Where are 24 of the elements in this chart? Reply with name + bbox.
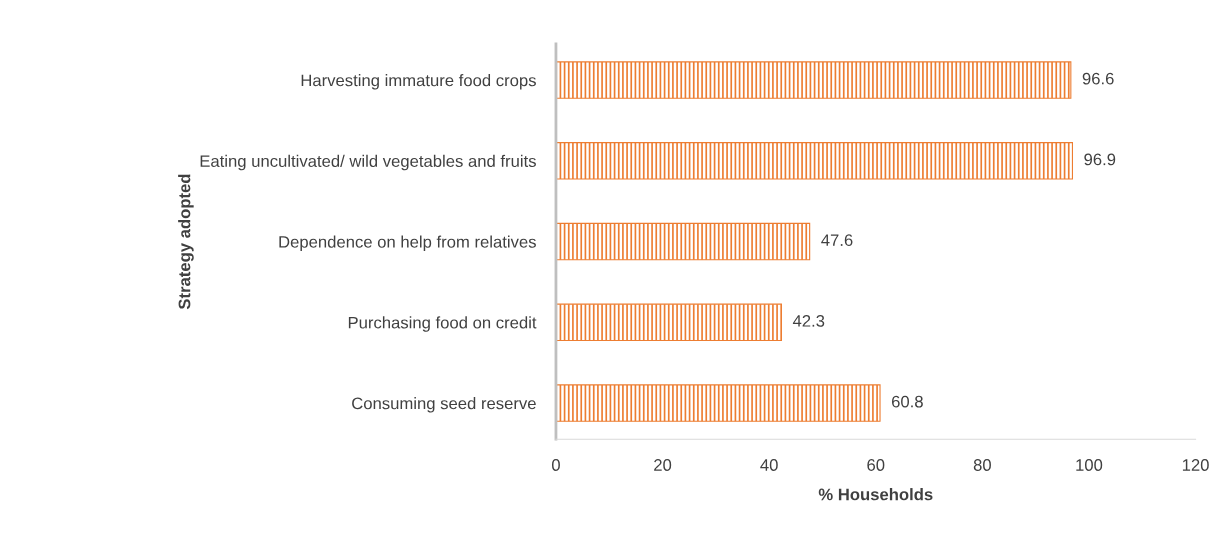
y-tick-label: Harvesting immature food crops bbox=[301, 74, 536, 90]
y-tick-label: Dependence on help from relatives bbox=[279, 235, 536, 252]
x-tick-label: 100 bbox=[1076, 459, 1103, 471]
data-label: 60.8 bbox=[891, 395, 923, 408]
x-axis-title: % Households bbox=[818, 488, 933, 501]
x-tick-label: 80 bbox=[973, 459, 991, 471]
y-axis-title: Strategy adopted bbox=[178, 174, 194, 310]
data-label: 96.9 bbox=[1084, 153, 1116, 166]
bar bbox=[555, 384, 881, 422]
data-label: 96.6 bbox=[1082, 72, 1114, 85]
bar bbox=[555, 303, 782, 342]
y-tick-label: Purchasing food on credit bbox=[348, 316, 537, 332]
x-tick-label: 40 bbox=[760, 459, 778, 471]
x-tick-label: 20 bbox=[654, 459, 672, 471]
x-tick-label: 120 bbox=[1182, 459, 1209, 471]
bar bbox=[555, 61, 1072, 99]
x-tick-label: 0 bbox=[551, 459, 560, 471]
x-tick-label: 60 bbox=[867, 459, 885, 471]
y-tick-label: Eating uncultivated/ wild vegetables and fruits bbox=[200, 154, 536, 171]
y-tick-label: Consuming seed reserve bbox=[352, 397, 536, 413]
bar bbox=[555, 142, 1073, 180]
data-label: 47.6 bbox=[821, 234, 853, 247]
bar bbox=[555, 222, 811, 261]
data-label: 42.3 bbox=[792, 314, 825, 327]
